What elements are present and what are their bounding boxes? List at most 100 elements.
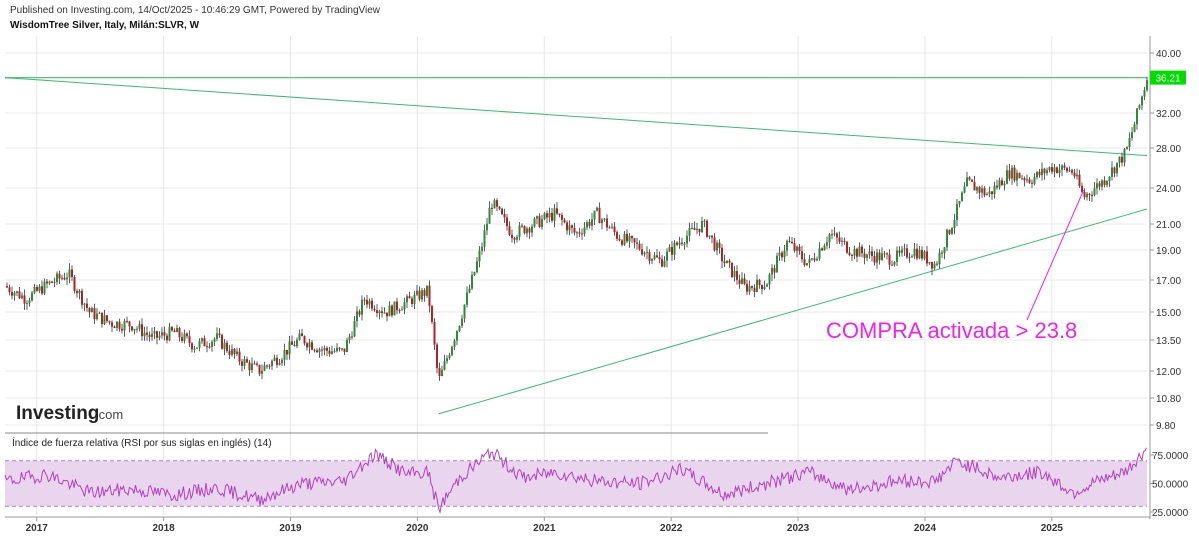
candle-body (386, 312, 388, 317)
candle-body (278, 362, 281, 365)
last-price-label: 36.21 (1155, 74, 1180, 85)
candle-body (941, 252, 943, 254)
candle-body (908, 257, 911, 259)
candle-body (903, 248, 906, 250)
candle-body (523, 226, 526, 234)
candle-body (1136, 108, 1138, 125)
candle-body (301, 333, 303, 337)
rsi-series (4, 447, 1147, 515)
candle-body (441, 369, 443, 377)
candle-body (921, 249, 923, 259)
candle-body (416, 290, 418, 295)
candle-body (243, 359, 246, 366)
candle-body (236, 351, 238, 355)
candle-body (391, 305, 393, 316)
candle-body (403, 302, 406, 310)
candle-body (163, 332, 166, 336)
candle-body (571, 225, 573, 228)
candle-body (318, 349, 321, 353)
candle-body (453, 340, 456, 347)
candle-body (108, 321, 111, 323)
candle-body (1051, 167, 1053, 172)
candle-body (46, 281, 48, 284)
candle-body (353, 321, 356, 337)
candle-body (343, 348, 346, 352)
candle-body (88, 307, 91, 313)
candle-body (313, 349, 316, 351)
candle-body (661, 259, 663, 267)
candle-body (448, 355, 451, 359)
candle-body (853, 248, 856, 256)
candle-body (411, 298, 413, 304)
candle-body (241, 361, 243, 366)
candle-body (1121, 156, 1123, 163)
candle-body (1093, 188, 1096, 196)
candle-body (376, 310, 378, 314)
candle-body (613, 226, 616, 233)
candle-body (461, 318, 463, 326)
trendline (438, 208, 1148, 415)
candle-body (118, 321, 121, 329)
candle-body (316, 350, 318, 353)
candle-body (768, 274, 771, 285)
candle-body (18, 291, 21, 299)
candle-body (286, 349, 288, 355)
annotation-pointer (1026, 190, 1085, 321)
x-tick-label: 2021 (533, 523, 556, 534)
candle-body (136, 328, 138, 330)
candle-body (113, 326, 116, 329)
candle-body (698, 228, 701, 233)
candle-body (656, 255, 658, 258)
candle-body (586, 222, 588, 228)
candle-body (373, 308, 376, 311)
candle-body (746, 283, 748, 292)
candle-body (736, 271, 738, 280)
candle-body (473, 272, 476, 275)
candle-body (631, 236, 633, 239)
candle-body (876, 252, 878, 263)
candle-body (171, 327, 173, 331)
x-tick-label: 2023 (787, 523, 810, 534)
candle-body (143, 332, 146, 337)
candle-body (558, 213, 561, 216)
candle-body (566, 222, 568, 231)
candle-body (526, 228, 528, 234)
candle-body (956, 204, 958, 221)
candle-body (96, 313, 98, 320)
candle-body (103, 315, 106, 324)
candle-body (421, 290, 423, 300)
x-tick-label: 2022 (660, 523, 683, 534)
candle-body (266, 365, 268, 367)
candle-body (401, 309, 403, 311)
candle-body (568, 225, 571, 231)
candle-body (438, 368, 441, 377)
candle-body (26, 303, 28, 305)
candle-body (293, 344, 296, 347)
candle-body (483, 230, 486, 247)
candle-body (1118, 156, 1121, 163)
candle-body (646, 252, 648, 254)
candle-body (1143, 90, 1146, 97)
candle-body (281, 359, 283, 363)
candle-body (93, 308, 96, 320)
candle-body (1098, 183, 1101, 187)
candle-body (491, 207, 493, 209)
candle-body (828, 234, 831, 243)
candle-body (1138, 105, 1141, 109)
candle-body (43, 281, 46, 294)
candle-body (821, 248, 823, 251)
candle-body (703, 220, 706, 222)
candle-body (981, 188, 983, 193)
candle-body (791, 241, 793, 244)
candle-body (873, 255, 876, 263)
candle-body (253, 363, 256, 365)
candle-body (753, 287, 756, 292)
candle-body (711, 235, 713, 238)
candle-body (861, 246, 863, 254)
candle-body (168, 327, 171, 341)
candle-body (383, 312, 386, 314)
candle-body (346, 339, 348, 352)
candle-body (308, 342, 311, 348)
x-tick-label: 2019 (279, 523, 302, 534)
